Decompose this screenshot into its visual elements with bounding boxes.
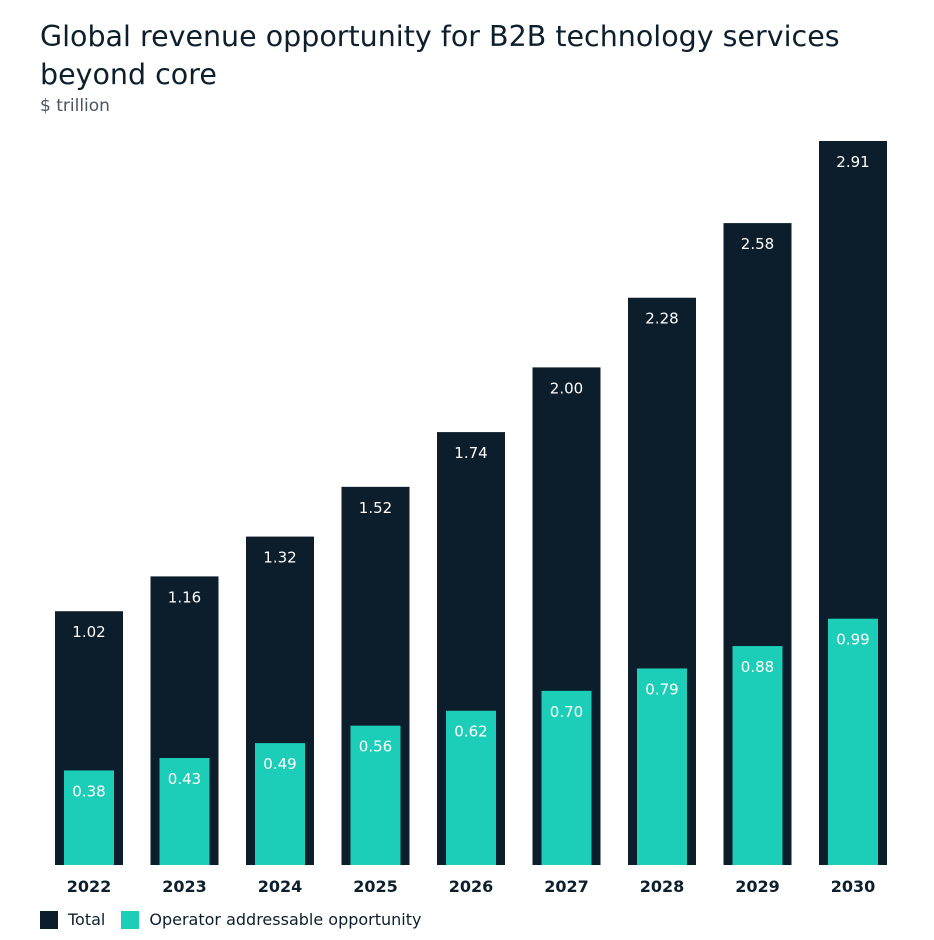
data-label-total-2027: 2.00 [550, 379, 583, 397]
x-tick-2024: 2024 [258, 877, 303, 896]
data-label-total-2025: 1.52 [359, 499, 392, 517]
x-tick-2028: 2028 [640, 877, 685, 896]
bar-operator-2026 [446, 710, 496, 865]
bar-operator-2023 [159, 758, 210, 865]
data-label-operator-2023: 0.43 [168, 770, 201, 788]
x-tick-2025: 2025 [353, 877, 398, 896]
x-tick-2022: 2022 [67, 877, 112, 896]
x-tick-2023: 2023 [162, 877, 207, 896]
chart-title: Global revenue opportunity for B2B techn… [40, 20, 840, 91]
data-label-total-2028: 2.28 [645, 310, 678, 328]
x-tick-2029: 2029 [735, 877, 780, 896]
legend-label-total: Total [68, 910, 106, 929]
data-label-total-2026: 1.74 [454, 444, 487, 462]
bar-operator-2029 [732, 646, 783, 865]
bar-operator-2028 [637, 668, 687, 865]
x-tick-2027: 2027 [544, 877, 589, 896]
data-label-operator-2026: 0.62 [454, 723, 487, 741]
data-label-total-2023: 1.16 [168, 588, 201, 606]
data-label-operator-2022: 0.38 [72, 782, 105, 800]
data-label-total-2029: 2.58 [741, 235, 774, 253]
chart-subtitle: $ trillion [40, 96, 110, 116]
data-label-total-2022: 1.02 [72, 623, 105, 641]
x-tick-2026: 2026 [449, 877, 494, 896]
x-tick-2030: 2030 [831, 877, 876, 896]
data-label-operator-2025: 0.56 [359, 738, 392, 756]
legend-label-operator: Operator addressable opportunity [149, 910, 422, 929]
bar-operator-2025 [350, 725, 401, 865]
data-label-operator-2028: 0.79 [645, 680, 678, 698]
bar-operator-2030 [828, 618, 878, 865]
data-label-operator-2030: 0.99 [836, 631, 869, 649]
data-label-operator-2027: 0.70 [550, 703, 583, 721]
legend-swatch-total [40, 910, 58, 929]
data-label-total-2030: 2.91 [836, 153, 869, 171]
legend-item-operator: Operator addressable opportunity [121, 910, 421, 929]
data-label-operator-2029: 0.88 [741, 658, 774, 676]
legend-item-total: Total [40, 910, 105, 929]
bar-operator-2024 [255, 743, 305, 865]
legend-swatch-operator [121, 910, 140, 929]
legend: Total Operator addressable opportunity [40, 910, 437, 929]
data-label-total-2024: 1.32 [263, 549, 296, 567]
bar-operator-2027 [541, 690, 592, 865]
bar-operator-2022 [64, 770, 114, 865]
data-label-operator-2024: 0.49 [263, 755, 296, 773]
